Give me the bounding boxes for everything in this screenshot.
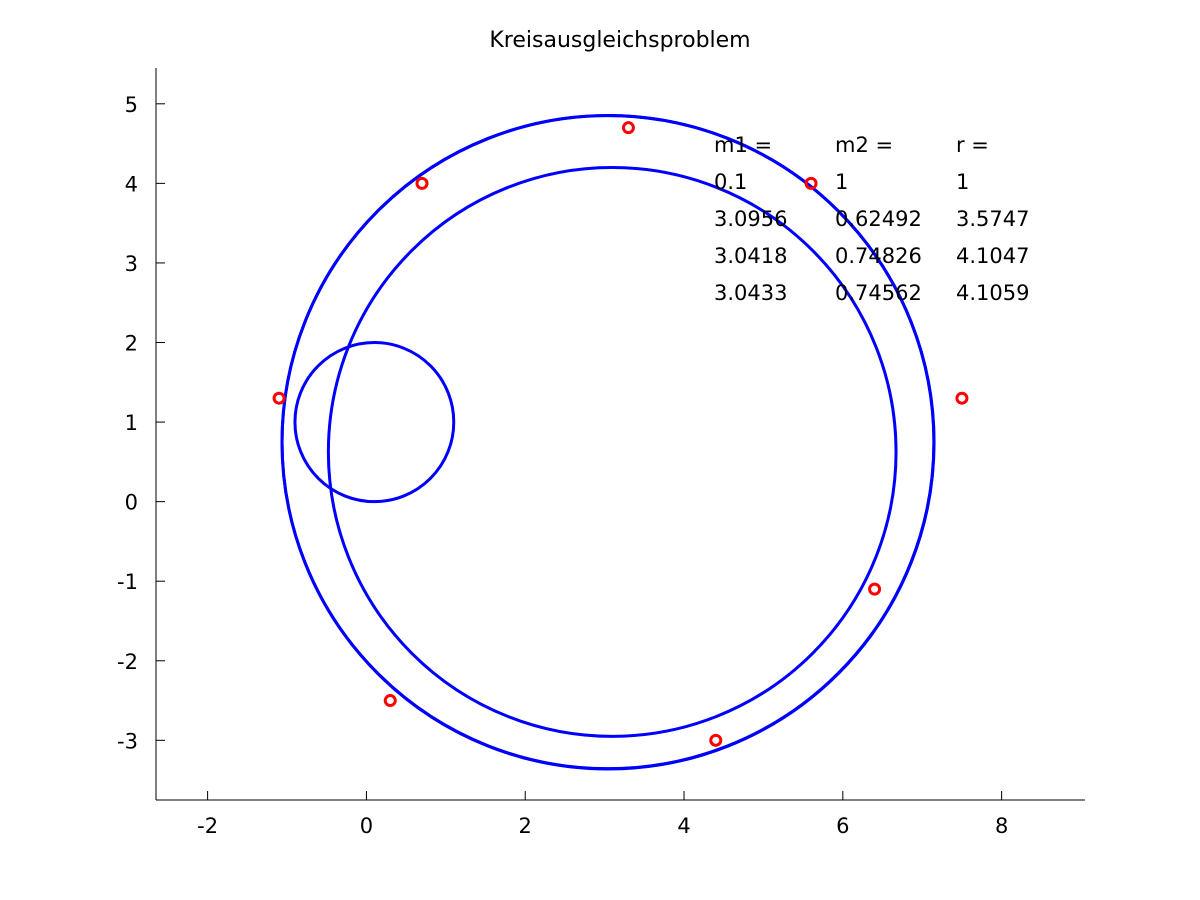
data-point bbox=[415, 176, 429, 190]
table-cell: 3.0418 bbox=[714, 244, 787, 268]
fitted-circle bbox=[293, 341, 456, 504]
table-cell: 4.1059 bbox=[956, 281, 1029, 305]
table-header: r = bbox=[956, 133, 989, 157]
x-tick-label: 2 bbox=[519, 814, 532, 838]
y-tick-label: -3 bbox=[117, 729, 138, 753]
y-tick-label: 5 bbox=[125, 93, 138, 117]
data-point bbox=[804, 176, 818, 190]
table-cell: 0.74826 bbox=[835, 244, 922, 268]
fitted-circle bbox=[326, 165, 898, 738]
axes: -2 0 2 4 6 8 -3 -2 -1 0 1 2 3 4 5 bbox=[117, 68, 1085, 838]
table-cell: 3.5747 bbox=[956, 207, 1029, 231]
fitted-circles bbox=[280, 114, 936, 771]
data-point bbox=[272, 391, 286, 405]
data-point bbox=[709, 733, 723, 747]
table-cell: 1 bbox=[835, 170, 848, 194]
x-tick-label: -2 bbox=[197, 814, 218, 838]
table-cell: 0.1 bbox=[714, 170, 747, 194]
y-tick-label: 1 bbox=[125, 411, 138, 435]
y-tick-label: 2 bbox=[125, 332, 138, 356]
x-tick-label: 8 bbox=[995, 814, 1008, 838]
x-tick-label: 6 bbox=[836, 814, 849, 838]
y-tick-label: -1 bbox=[117, 570, 138, 594]
data-point bbox=[868, 582, 882, 596]
chart-title: Kreisausgleichsproblem bbox=[489, 28, 750, 53]
table-cell: 4.1047 bbox=[956, 244, 1029, 268]
y-tick-label: -2 bbox=[117, 650, 138, 674]
table-header: m2 = bbox=[835, 133, 893, 157]
data-point bbox=[621, 121, 635, 135]
y-tick-label: 0 bbox=[125, 491, 138, 515]
table-header: m1 = bbox=[714, 133, 772, 157]
table-cell: 1 bbox=[956, 170, 969, 194]
table-cell: 3.0433 bbox=[714, 281, 787, 305]
annotation-table: m1 = m2 = r = 0.1 1 1 3.0956 0.62492 3.5747 3.041… bbox=[714, 133, 1029, 305]
data-points bbox=[272, 121, 969, 747]
y-tick-label: 3 bbox=[125, 252, 138, 276]
table-cell: 3.0956 bbox=[714, 207, 787, 231]
x-tick-label: 4 bbox=[677, 814, 690, 838]
y-tick-label: 4 bbox=[125, 172, 138, 196]
x-tick-label: 0 bbox=[360, 814, 373, 838]
data-point bbox=[383, 694, 397, 708]
table-cell: 0.74562 bbox=[835, 281, 922, 305]
table-cell: 0.62492 bbox=[835, 207, 922, 231]
data-point bbox=[955, 391, 969, 405]
fitted-circle bbox=[280, 114, 936, 771]
